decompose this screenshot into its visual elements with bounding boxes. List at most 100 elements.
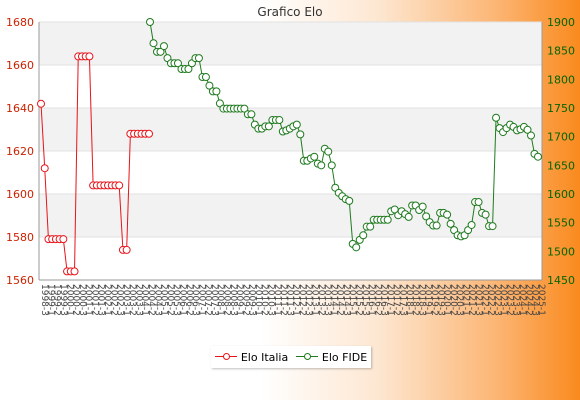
y-tick-right-label: 1900 (547, 16, 575, 29)
x-tick-label: 2015-3 (360, 284, 370, 316)
data-point-fide (366, 222, 375, 231)
data-point-fide (275, 116, 284, 125)
data-point-fide (149, 39, 158, 48)
legend: Elo Italia Elo FIDE (211, 346, 371, 368)
x-tick-label: 2000-1 (64, 284, 74, 316)
x-tick-label: 2014-1 (328, 284, 338, 316)
x-tick-label: 2018-2 (410, 284, 420, 316)
x-tick-label: 2009-3 (247, 284, 257, 316)
data-point-italia (115, 181, 124, 190)
x-tick-label: 2002-3 (115, 284, 125, 316)
data-point-fide (534, 152, 542, 161)
data-point-italia (122, 245, 131, 254)
x-tick-label: 2006-3 (190, 284, 200, 316)
x-tick-label: 2024-2 (523, 284, 533, 316)
x-tick-label: 2019-2 (429, 284, 439, 316)
x-tick-label: 2000-3 (77, 284, 87, 316)
data-point-fide (474, 198, 483, 207)
data-point-fide (432, 221, 441, 230)
x-tick-label: 2023-3 (511, 284, 521, 316)
x-tick-label: 2020-3 (454, 284, 464, 316)
x-tick-label: 2004-3 (152, 284, 162, 316)
legend-swatch-italia (214, 352, 237, 362)
data-point-fide (173, 59, 182, 68)
x-tick-label: 2024-3 (530, 284, 540, 316)
y-tick-right-label: 1650 (547, 159, 575, 172)
data-point-fide (352, 243, 361, 252)
x-tick-label: 2001-3 (96, 284, 106, 316)
y-tick-left-label: 1680 (6, 16, 34, 29)
data-point-fide (310, 152, 319, 161)
data-point-fide (488, 222, 497, 231)
y-tick-right-label: 1700 (547, 131, 575, 144)
data-point-fide (194, 54, 203, 63)
x-tick-label: 2001-1 (83, 284, 93, 316)
x-tick-label: 2016-1 (366, 284, 376, 316)
data-point-fide (240, 104, 249, 113)
x-tick-label: 2007-2 (203, 284, 213, 316)
x-tick-label: 2023-2 (504, 284, 514, 316)
data-point-fide (523, 125, 532, 134)
data-point-italia (70, 267, 79, 276)
x-tick-label: 2023-1 (498, 284, 508, 316)
y-tick-right-label: 1500 (547, 245, 575, 258)
x-tick-label: 2021-3 (473, 284, 483, 316)
y-tick-right-label: 1450 (547, 274, 575, 287)
data-point-italia (59, 235, 68, 244)
y-tick-left-label: 1580 (6, 231, 34, 244)
x-tick-label: 2011-1 (272, 284, 282, 316)
x-tick-label: 2007-3 (209, 284, 219, 316)
y-tick-right-label: 1550 (547, 217, 575, 230)
data-point-fide (317, 161, 326, 170)
data-point-fide (264, 122, 273, 131)
data-point-fide (184, 65, 193, 74)
x-tick-label: 2005-3 (171, 284, 181, 316)
x-tick-label: 2015-2 (354, 284, 364, 316)
legend-item-fide[interactable]: Elo FIDE (295, 350, 368, 364)
x-tick-label: 2009-1 (234, 284, 244, 316)
y-tick-left-label: 1620 (6, 145, 34, 158)
x-tick-label: 2012-1 (291, 284, 301, 316)
y-tick-left-label: 1660 (6, 59, 34, 72)
y-tick-right-label: 1750 (547, 102, 575, 115)
x-tick-label: 2025-1 (536, 284, 546, 316)
x-tick-label: 2010-3 (265, 284, 275, 316)
x-tick-label: 2005-2 (165, 284, 175, 316)
data-point-fide (345, 196, 354, 205)
x-tick-label: 2000-2 (71, 284, 81, 316)
legend-item-italia[interactable]: Elo Italia (214, 351, 288, 364)
x-tick-label: 2018-1 (404, 284, 414, 316)
x-tick-label: 2002-2 (108, 284, 118, 316)
data-point-fide (422, 212, 431, 221)
x-tick-label: 2009-2 (240, 284, 250, 316)
grid-band (39, 194, 542, 237)
legend-label-fide: Elo FIDE (321, 350, 368, 364)
y-tick-left-label: 1560 (6, 274, 34, 287)
x-tick-label: 2010-2 (259, 284, 269, 316)
data-point-fide (292, 120, 301, 129)
data-point-fide (383, 215, 392, 224)
y-tick-left-label: 1600 (6, 188, 34, 201)
data-point-fide (404, 212, 413, 221)
x-tick-label: 2020-2 (448, 284, 458, 316)
x-tick-label: 2016-2 (372, 284, 382, 316)
x-tick-label: 2017-2 (391, 284, 401, 316)
data-point-fide (146, 18, 154, 26)
data-point-italia (145, 129, 153, 138)
y-tick-left-label: 1640 (6, 102, 34, 115)
x-tick-label: 2021-1 (460, 284, 470, 316)
data-point-fide (296, 130, 305, 139)
x-tick-label: 1999-3 (58, 284, 68, 316)
x-tick-label: 2008-1 (215, 284, 225, 316)
x-tick-label: 2008-2 (221, 284, 231, 316)
data-point-fide (201, 73, 210, 82)
y-tick-right-label: 1850 (547, 45, 575, 58)
x-tick-label: 2007-1 (196, 284, 206, 316)
data-point-fide (418, 202, 427, 211)
x-tick-label: 2017-1 (385, 284, 395, 316)
y-tick-right-label: 1600 (547, 188, 575, 201)
data-point-fide (212, 87, 221, 96)
x-tick-label: 2001-2 (89, 284, 99, 316)
